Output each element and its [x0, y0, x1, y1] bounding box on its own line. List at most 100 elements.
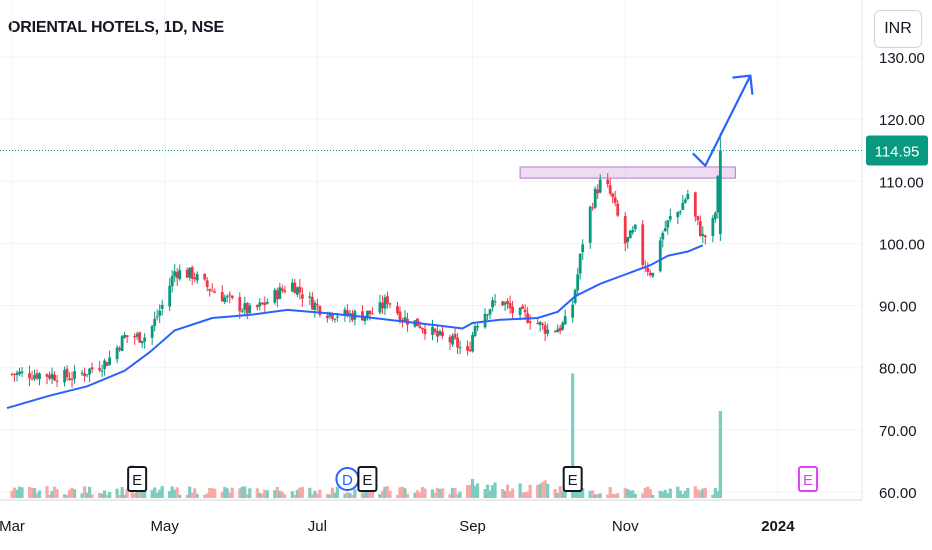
volume-bar	[170, 486, 174, 498]
volume-bar	[681, 494, 685, 498]
volume-bar	[328, 494, 332, 498]
candle-body	[15, 372, 19, 376]
candle-body	[716, 176, 720, 213]
candle-body	[290, 282, 294, 292]
currency-button[interactable]: INR	[874, 10, 922, 48]
candle-body	[448, 336, 452, 343]
candle-body	[178, 270, 182, 280]
candle-body	[646, 268, 650, 272]
candle-body	[318, 306, 322, 315]
candle-body	[476, 325, 479, 328]
earnings-marker-label: E	[132, 472, 142, 489]
volume-bar	[500, 489, 505, 498]
candle-body	[383, 297, 387, 309]
x-tick-label: Nov	[612, 518, 639, 535]
candle-body	[683, 199, 687, 203]
volume-bar	[273, 490, 277, 498]
candle-body	[138, 332, 142, 343]
candle-body	[195, 274, 199, 281]
volume-bar	[591, 490, 595, 498]
candle-body	[666, 220, 670, 228]
candle-body	[518, 307, 522, 316]
candle-body	[711, 218, 715, 236]
volume-bar	[588, 490, 592, 498]
candle-body	[536, 323, 540, 325]
volume-bar	[405, 493, 410, 498]
volume-bar	[82, 486, 87, 498]
volume-bar	[608, 487, 612, 498]
candle-body	[693, 192, 697, 217]
volume-bar	[556, 492, 560, 498]
volume-bar	[368, 489, 372, 498]
candle-body	[578, 253, 582, 274]
candle-body	[696, 216, 700, 221]
resistance-zone	[519, 166, 736, 179]
candle-body	[170, 276, 174, 287]
candle-body	[558, 327, 562, 332]
volume-bar	[573, 488, 577, 498]
volume-bar	[713, 488, 717, 498]
candle-body	[48, 375, 51, 379]
volume-bar	[310, 494, 314, 498]
volume-bar	[255, 488, 259, 498]
volume-bar	[440, 488, 445, 498]
candle-body	[278, 287, 282, 299]
dividend-marker-label: D	[342, 472, 353, 489]
volume-bar	[413, 492, 417, 498]
candle-body	[521, 306, 525, 309]
volume-bar	[628, 490, 632, 498]
volume-bar	[238, 488, 242, 498]
candle-body	[158, 310, 162, 316]
volume-bar	[293, 494, 297, 498]
y-tick-label: 100.00	[879, 236, 925, 253]
candle-body	[436, 331, 439, 337]
candle-body	[473, 326, 477, 336]
volume-bar	[263, 489, 267, 498]
candle-body	[633, 224, 637, 230]
candle-body	[541, 323, 545, 325]
volume-bar	[703, 487, 707, 498]
candle-body	[451, 335, 454, 345]
volume-bar	[135, 486, 139, 498]
volume-bar	[245, 494, 249, 498]
candle-body	[651, 272, 655, 277]
volume-bar	[345, 492, 350, 498]
chart-title: ORIENTAL HOTELS, 1D, NSE	[8, 19, 224, 36]
candle-body	[501, 301, 504, 306]
volume-bar	[468, 484, 472, 498]
volume-bar	[435, 488, 440, 498]
volume-bar	[325, 494, 329, 498]
volume-bar	[415, 490, 420, 498]
volume-bar	[693, 486, 697, 498]
volume-bar	[581, 488, 585, 498]
volume-bar	[45, 486, 49, 498]
volume-bar	[553, 489, 557, 498]
candle-body	[65, 368, 69, 378]
volume-bar	[666, 493, 670, 498]
volume-bar	[140, 488, 144, 498]
volume-bar	[175, 487, 179, 498]
candle-body	[205, 280, 209, 288]
candle-body	[611, 193, 615, 198]
volume-bar	[318, 489, 322, 498]
volume-bar	[596, 494, 600, 498]
candle-body	[686, 193, 690, 199]
volume-bar	[475, 483, 480, 498]
candle-body	[381, 302, 384, 309]
candle-body	[663, 228, 667, 232]
volume-bar	[220, 491, 224, 498]
volume-bar	[15, 489, 19, 498]
candle-body	[398, 311, 402, 322]
candle-body	[153, 318, 157, 326]
candle-body	[556, 329, 560, 333]
volume-bar	[658, 490, 662, 498]
volume-bar	[388, 490, 392, 498]
volume-bar	[493, 482, 497, 498]
candle-body	[668, 216, 672, 220]
candle-body	[591, 207, 595, 209]
candle-body	[703, 235, 707, 238]
volume-bar	[125, 488, 129, 498]
volume-bar	[508, 491, 512, 498]
x-tick-label: Jul	[308, 518, 327, 535]
